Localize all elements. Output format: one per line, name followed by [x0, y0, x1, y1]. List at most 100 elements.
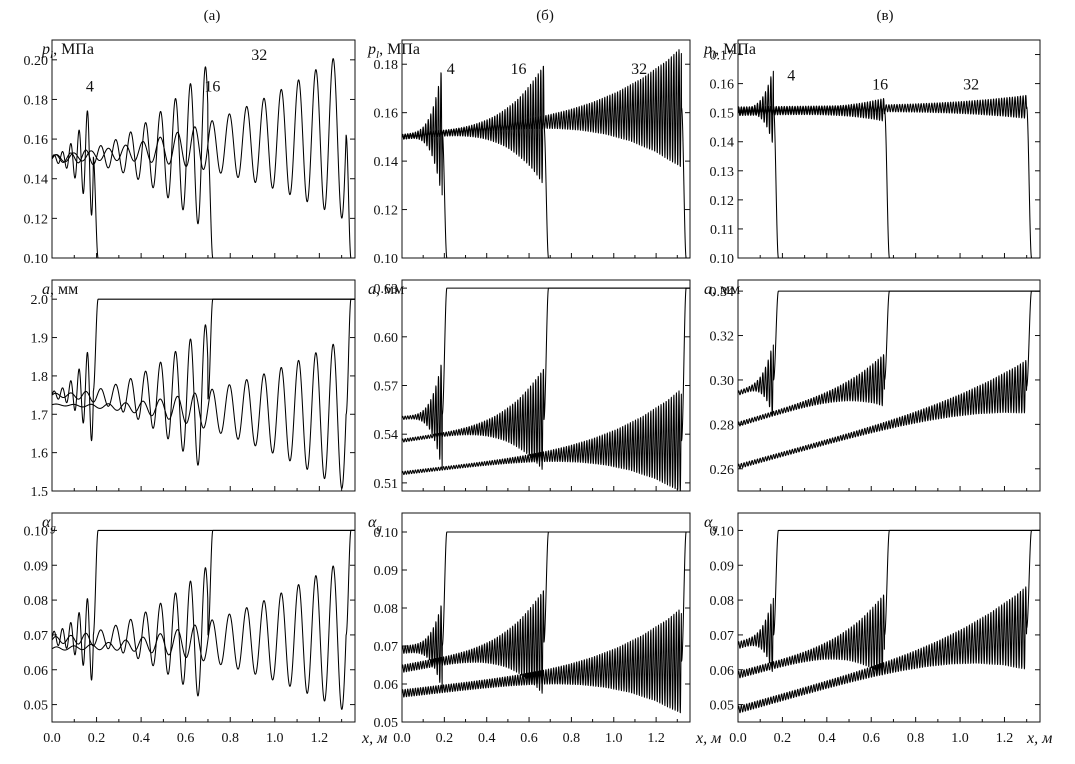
series-line-32	[738, 290, 1040, 469]
x-axis-label-a: x, м	[361, 730, 387, 747]
series-line-16	[738, 290, 1040, 427]
y-tick-label: 0.60	[374, 331, 399, 346]
y-axis-label: pl, МПа	[367, 41, 420, 61]
x-tick-label: 0.8	[563, 731, 581, 746]
series-line-32	[402, 287, 690, 492]
y-tick-label: 0.30	[710, 374, 735, 389]
x-tick-label: 0.2	[774, 731, 792, 746]
y-axis-variable: a	[368, 281, 376, 298]
y-tick-label: 0.14	[710, 136, 735, 151]
y-tick-label: 0.10	[374, 526, 399, 541]
y-axis-variable: a	[704, 281, 712, 298]
y-axis-variable: p	[703, 41, 712, 58]
y-tick-label: 0.06	[374, 678, 399, 693]
y-tick-label: 0.08	[710, 594, 735, 609]
y-tick-label: 0.08	[374, 602, 399, 617]
series-label: 4	[787, 68, 795, 85]
x-tick-label: 1.0	[266, 731, 284, 746]
x-axis-label-v: x, м	[1026, 730, 1052, 747]
y-axis-subscript: g	[376, 522, 382, 534]
y-tick-label: 0.12	[374, 204, 399, 219]
y-axis-label: pl, МПа	[41, 41, 94, 61]
y-axis-unit: , мм	[50, 281, 78, 298]
y-axis-variable: p	[41, 41, 50, 58]
x-tick-label: 0.4	[478, 731, 496, 746]
y-tick-label: 0.10	[710, 252, 735, 267]
y-tick-label: 0.12	[710, 194, 735, 209]
x-tick-label: 0.8	[221, 731, 239, 746]
series-line-32	[402, 49, 690, 259]
y-axis-unit: , мм	[376, 281, 404, 298]
y-axis-label: αg	[368, 514, 382, 534]
y-tick-label: 0.09	[24, 559, 49, 574]
x-tick-label: 0.2	[88, 731, 106, 746]
series-line-32	[52, 529, 355, 710]
y-tick-label: 0.51	[374, 477, 399, 492]
y-tick-label: 0.10	[24, 524, 49, 539]
series-line-16	[52, 298, 355, 466]
y-axis-variable: a	[42, 281, 50, 298]
y-tick-label: 0.32	[710, 330, 735, 345]
x-tick-label: 1.0	[951, 731, 969, 746]
y-axis-label: pl, МПа	[703, 41, 756, 61]
y-tick-label: 0.16	[374, 107, 399, 122]
y-axis-label: a, мм	[42, 281, 78, 298]
y-tick-label: 0.06	[710, 664, 735, 679]
series-line-16	[402, 65, 690, 259]
series-line-32	[738, 94, 1040, 259]
y-axis-unit: , МПа	[715, 41, 756, 58]
y-axis-subscript: l	[376, 49, 379, 61]
series-line-16	[402, 531, 690, 694]
plot-frame	[51, 279, 356, 492]
plot-frame	[737, 39, 1041, 259]
x-tick-label: 0.6	[177, 731, 195, 746]
series-line-16	[738, 98, 1040, 259]
y-tick-label: 0.10	[24, 252, 49, 267]
x-tick-label: 0.0	[393, 731, 411, 746]
plot-frame	[737, 279, 1041, 492]
x-tick-label: 1.0	[605, 731, 623, 746]
y-tick-label: 2.0	[31, 293, 49, 308]
series-line-16	[52, 66, 355, 259]
chart-panel-ag-a: 0.05 0.06 0.07 0.08 0.09 0.10 0.0 0.2 0.4 0.6 0.8 1…	[24, 512, 356, 746]
y-tick-label: 0.34	[710, 285, 735, 300]
x-tick-label: 0.4	[818, 731, 836, 746]
y-tick-label: 0.16	[710, 78, 735, 93]
y-tick-label: 0.10	[374, 252, 399, 267]
chart-panel-a-v: 0.26 0.28 0.30 0.32 0.34a, мм	[704, 279, 1041, 492]
y-tick-label: 1.8	[31, 370, 49, 385]
y-tick-label: 0.17	[710, 49, 735, 64]
y-axis-label: a, мм	[368, 281, 404, 298]
y-tick-label: 0.28	[710, 418, 735, 433]
y-tick-label: 1.6	[31, 447, 49, 462]
y-axis-subscript: l	[50, 49, 53, 61]
y-tick-label: 0.09	[374, 564, 399, 579]
y-tick-label: 0.05	[710, 699, 735, 714]
series-line-4	[738, 70, 1040, 259]
y-tick-label: 1.7	[31, 408, 49, 423]
y-axis-variable: p	[367, 41, 376, 58]
y-tick-label: 0.10	[710, 524, 735, 539]
y-axis-subscript: g	[50, 522, 56, 534]
y-tick-label: 0.05	[374, 716, 399, 731]
y-tick-label: 0.05	[24, 699, 49, 714]
y-tick-label: 0.07	[374, 640, 399, 655]
x-tick-label: 0.2	[436, 731, 454, 746]
column-label-b: (б)	[536, 8, 554, 24]
column-label-v: (в)	[876, 8, 893, 24]
y-axis-subscript: g	[712, 522, 718, 534]
series-line-32	[52, 58, 355, 259]
series-line-4	[52, 529, 355, 681]
series-line-32	[738, 529, 1040, 714]
chart-panel-a-a: 1.5 1.6 1.7 1.8 1.9 2.0a, мм	[31, 279, 356, 500]
y-axis-unit: , МПа	[53, 41, 94, 58]
series-label: 32	[251, 47, 267, 64]
chart-panel-a-b: 0.51 0.54 0.57 0.60 0.63a, мм	[368, 279, 691, 492]
y-tick-label: 0.54	[374, 428, 399, 443]
y-tick-label: 0.12	[24, 212, 49, 227]
y-tick-label: 1.5	[31, 485, 49, 500]
y-tick-label: 0.07	[710, 629, 735, 644]
y-tick-label: 0.26	[710, 463, 735, 478]
